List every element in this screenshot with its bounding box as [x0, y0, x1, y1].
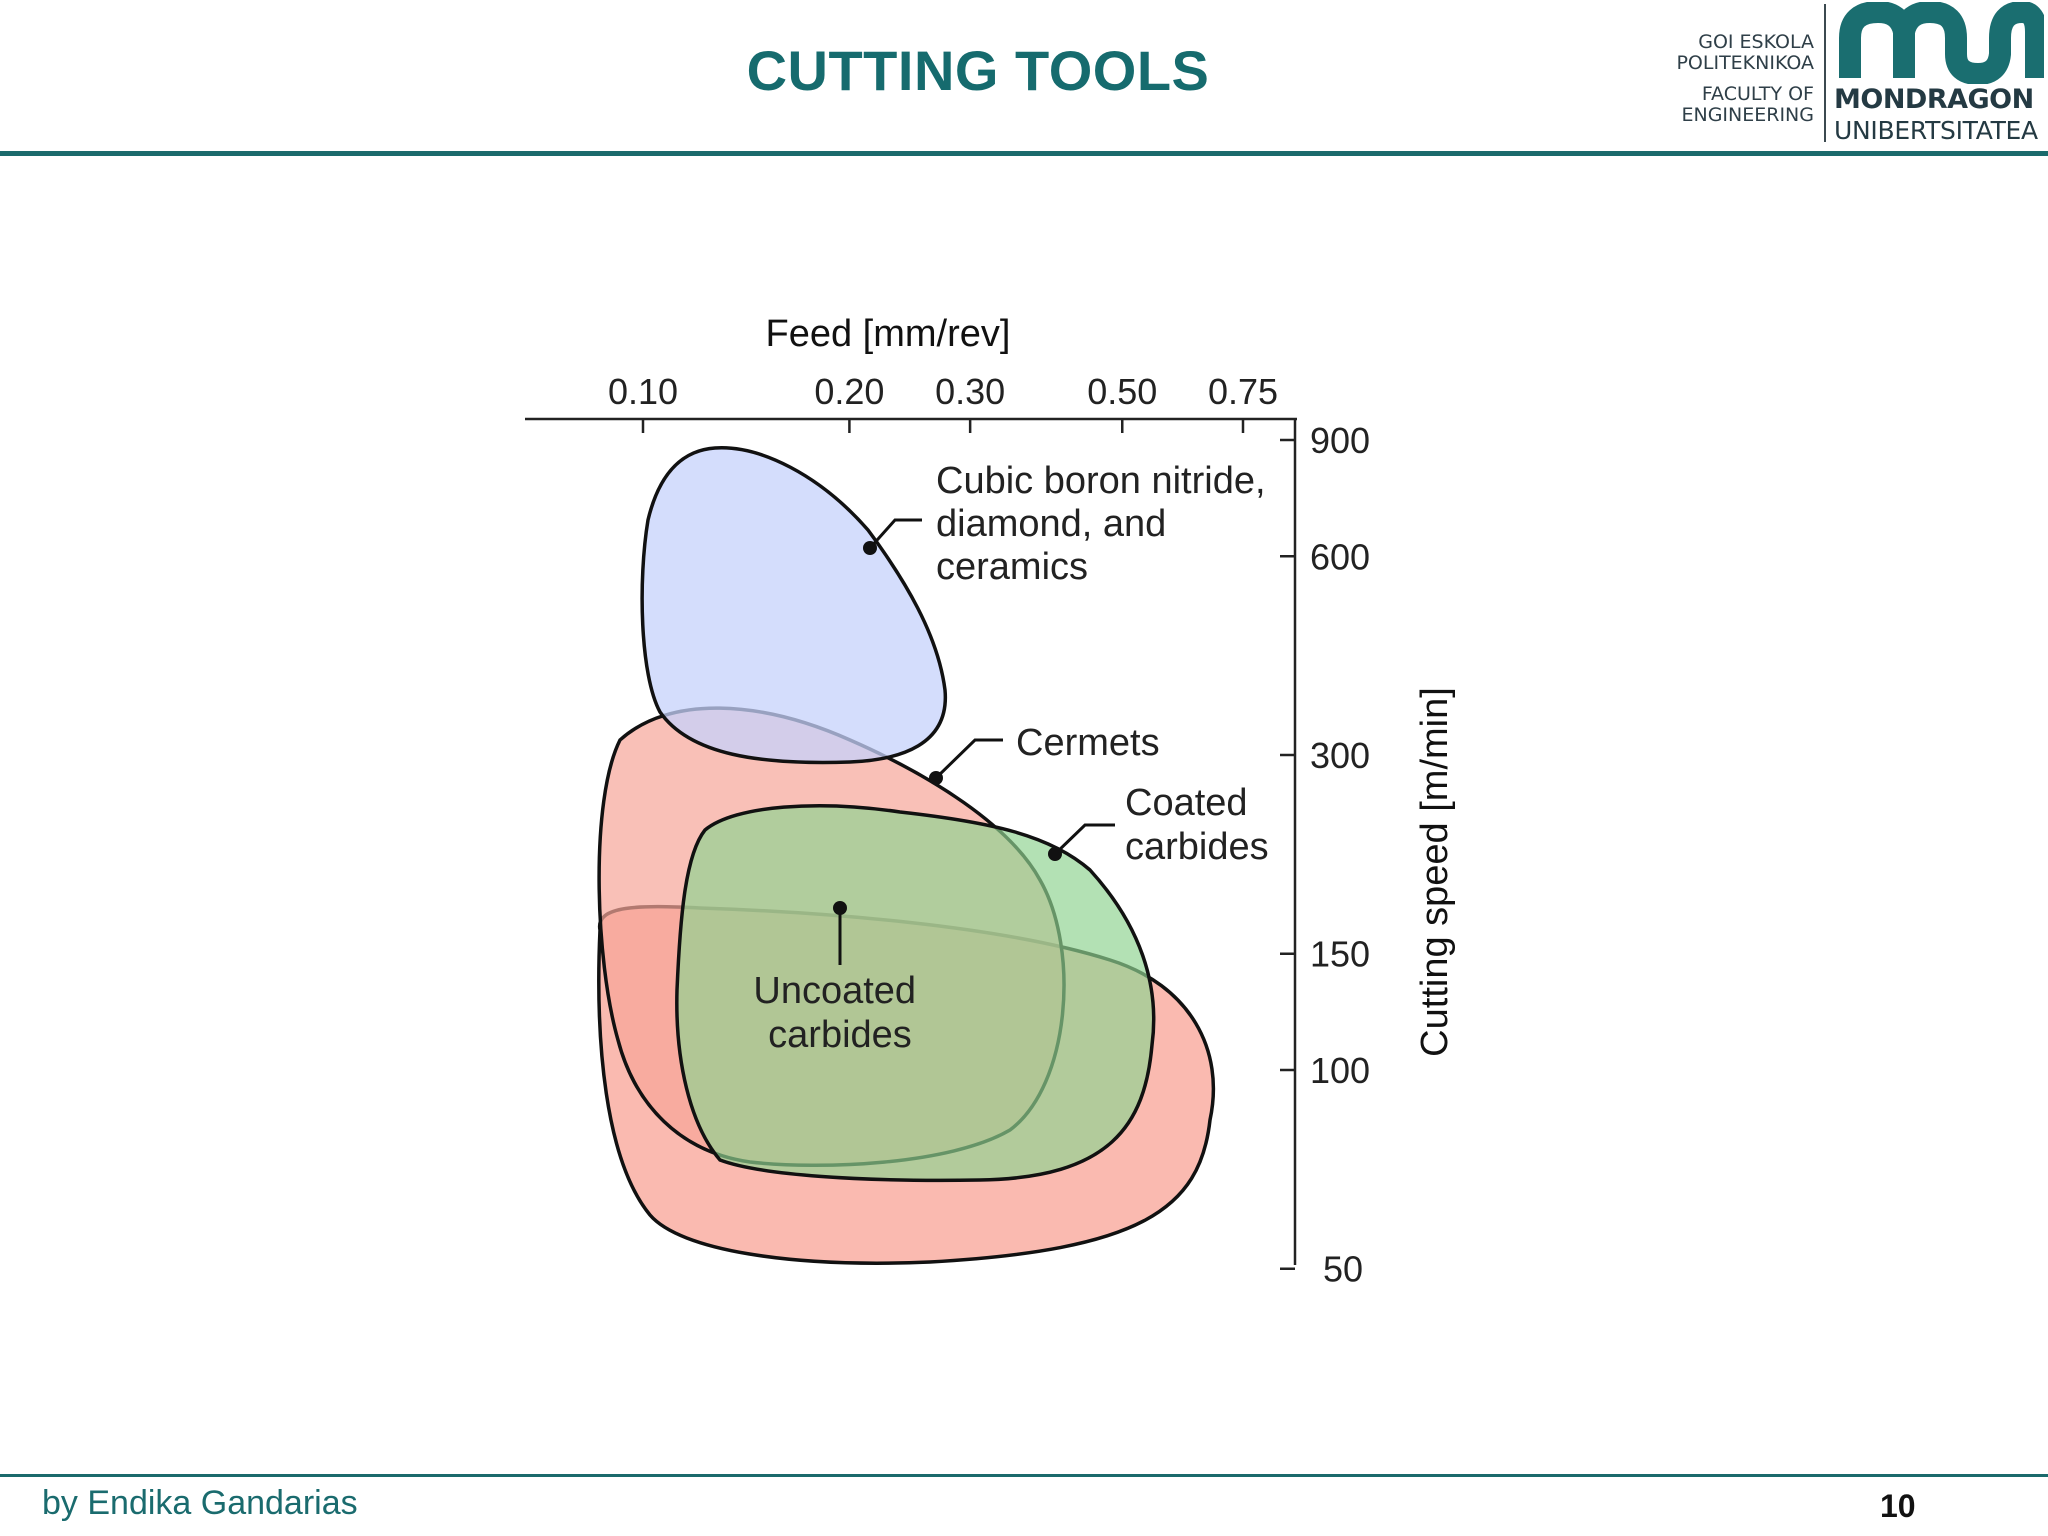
header-divider	[0, 151, 2048, 156]
leader-dot-cbn	[863, 541, 877, 555]
x-tick-label: 0.30	[935, 371, 1005, 412]
label-cermets: Cermets	[1016, 722, 1160, 764]
y-tick-label: 900	[1310, 420, 1370, 461]
leader-cbn	[868, 518, 922, 549]
y-tick-label: 600	[1310, 536, 1370, 577]
footer-author: by Endika Gandarias	[42, 1484, 358, 1522]
x-axis-label: Feed [mm/rev]	[766, 313, 1011, 355]
x-tick-label: 0.10	[608, 371, 678, 412]
logo-school-text: GOI ESKOLA POLITEKNIKOA FACULTY OF ENGIN…	[1676, 32, 1814, 126]
logo-school-line-1: GOI ESKOLA	[1698, 31, 1814, 53]
logo-divider	[1824, 4, 1826, 142]
region-cbn-diamond-ceramics	[640, 446, 947, 765]
logo-name-line-2: UNIBERTSITATEA	[1834, 116, 2038, 145]
y-tick-label: 100	[1310, 1050, 1370, 1091]
mondragon-mark-icon	[1839, 2, 2044, 84]
slide-header: CUTTING TOOLS GOI ESKOLA POLITEKNIKOA FA…	[0, 0, 2048, 160]
x-tick-label: 0.20	[814, 371, 884, 412]
tool-selection-chart: 0.10 0.20 0.30 0.50 0.75 50 100 150 300 600 900 F…	[525, 313, 1456, 1290]
y-tick-label: 150	[1310, 934, 1370, 975]
label-coated-line-2: carbides	[1125, 826, 1269, 868]
leader-coated	[1053, 823, 1115, 856]
y-tick-label: 50	[1323, 1249, 1363, 1290]
footer-divider	[0, 1474, 2048, 1477]
logo-school-line-2: POLITEKNIKOA	[1676, 52, 1814, 74]
region-leaders	[838, 518, 1115, 965]
leader-cermets	[934, 738, 1003, 780]
label-coated: Coated carbides	[1125, 782, 1269, 868]
region-coated-carbides	[675, 804, 1156, 1183]
leader-dots	[833, 541, 1062, 915]
x-tick-label: 0.75	[1208, 371, 1278, 412]
logo-name-line-1: MONDRAGON	[1834, 84, 2034, 115]
label-cbn-line-3: ceramics	[936, 546, 1088, 588]
label-uncoated: Uncoated carbides	[753, 970, 926, 1056]
label-cbn: Cubic boron nitride, diamond, and cerami…	[936, 460, 1276, 588]
logo-school-line-3: FACULTY OF	[1701, 83, 1814, 105]
leader-dot-cermets	[929, 771, 943, 785]
label-uncoated-line-2: carbides	[768, 1014, 912, 1056]
y-axis-label: Cutting speed [m/min]	[1414, 687, 1456, 1057]
label-coated-line-1: Coated	[1125, 782, 1248, 824]
page-title: CUTTING TOOLS	[746, 39, 1210, 102]
university-logo: GOI ESKOLA POLITEKNIKOA FACULTY OF ENGIN…	[1670, 0, 2048, 150]
label-uncoated-line-1: Uncoated	[753, 970, 916, 1012]
label-cbn-line-2: diamond, and	[936, 503, 1166, 545]
leader-dot-uncoated	[833, 901, 847, 915]
page-number: 10	[1880, 1488, 1916, 1524]
x-tick-label: 0.50	[1087, 371, 1157, 412]
y-tick-label: 300	[1310, 735, 1370, 776]
chart-axes	[525, 417, 1297, 1265]
chart-regions	[597, 446, 1216, 1265]
region-labels: Cubic boron nitride, diamond, and cerami…	[753, 460, 1276, 1056]
label-cbn-line-1: Cubic boron nitride,	[936, 460, 1266, 502]
logo-school-line-4: ENGINEERING	[1681, 104, 1814, 126]
leader-dot-coated	[1048, 847, 1062, 861]
y-ticks: 50 100 150 300 600 900	[1280, 420, 1370, 1290]
x-ticks: 0.10 0.20 0.30 0.50 0.75	[608, 371, 1278, 433]
